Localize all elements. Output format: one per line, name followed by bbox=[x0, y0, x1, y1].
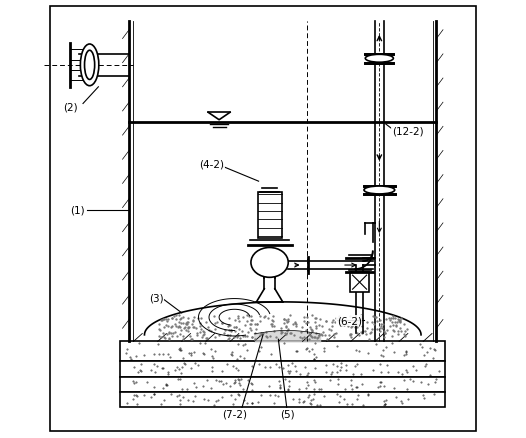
Text: (12-2): (12-2) bbox=[392, 127, 423, 136]
Text: (2): (2) bbox=[63, 102, 78, 112]
Text: (5): (5) bbox=[280, 409, 295, 419]
Bar bbox=[120, 392, 445, 407]
Ellipse shape bbox=[364, 187, 394, 194]
Ellipse shape bbox=[85, 51, 95, 80]
Ellipse shape bbox=[80, 45, 99, 87]
Bar bbox=[120, 361, 445, 377]
Ellipse shape bbox=[365, 55, 393, 63]
Text: (7-2): (7-2) bbox=[222, 409, 247, 419]
Text: (6-2): (6-2) bbox=[337, 316, 362, 325]
Text: (4-2): (4-2) bbox=[199, 159, 225, 169]
Bar bbox=[258, 193, 281, 239]
Bar bbox=[350, 273, 369, 292]
Text: (1): (1) bbox=[70, 205, 85, 215]
Text: (3): (3) bbox=[149, 293, 164, 303]
Bar bbox=[120, 377, 445, 392]
Bar bbox=[120, 342, 445, 361]
Ellipse shape bbox=[251, 248, 288, 278]
